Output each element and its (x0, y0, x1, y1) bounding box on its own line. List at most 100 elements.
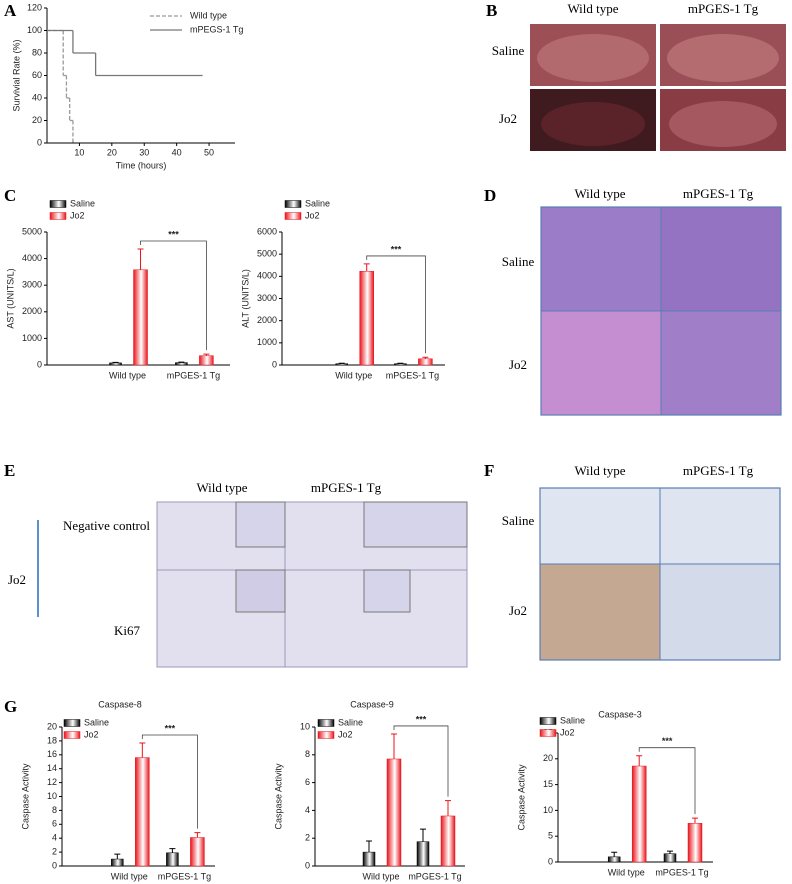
y-tick-label: 10 (300, 721, 310, 731)
y-tick-label: 5000 (22, 226, 42, 236)
error-bar (137, 248, 144, 270)
error-bar (391, 733, 397, 759)
y-tick-label: 0 (548, 856, 553, 866)
legend-label: Saline (560, 715, 585, 725)
x-tick-label: Wild type (608, 867, 645, 877)
error-bar (194, 832, 201, 838)
x-axis-label: Time (hours) (116, 160, 167, 170)
micrograph (541, 207, 661, 311)
bar (111, 858, 124, 867)
y-axis-label: Caspase Activity (20, 763, 30, 830)
bar (394, 363, 407, 366)
error-bar (636, 755, 643, 767)
legend-swatch (539, 717, 557, 725)
micrograph (661, 311, 781, 415)
y-tick-label: 10 (543, 805, 553, 815)
significance-bracket (366, 255, 426, 354)
y-tick-label: 2000 (22, 306, 42, 316)
y-tick-label: 4 (305, 805, 310, 815)
x-tick-label: Wild type (111, 871, 148, 881)
panel-label: B (486, 1, 497, 20)
group-label: Jo2 (8, 572, 26, 587)
tunel-staining: Wild type mPGES-1 Tg Saline Jo2 (502, 463, 781, 661)
error-bar (667, 850, 673, 854)
significance-label: *** (391, 244, 402, 254)
x-tick-label: Wild type (109, 370, 146, 380)
column-label: mPGES-1 Tg (683, 463, 754, 478)
legend-swatch (317, 731, 335, 739)
micrograph (661, 207, 781, 311)
he-staining: Wild type mPGES-1 Tg Saline Jo2 (502, 186, 782, 416)
y-tick-label: 80 (32, 47, 42, 57)
micrograph (660, 564, 780, 660)
legend-swatch (284, 212, 302, 220)
error-bar (112, 361, 119, 363)
column-label: mPGES-1 Tg (688, 1, 759, 16)
bar (386, 758, 402, 867)
panel-label: F (484, 461, 494, 480)
bar (135, 757, 150, 867)
y-tick-label: 4000 (257, 271, 277, 281)
y-tick-label: 100 (27, 25, 42, 35)
y-tick-label: 12 (47, 777, 57, 787)
inset (363, 501, 468, 548)
column-label: Wild type (196, 480, 247, 495)
y-tick-label: 0 (52, 860, 57, 870)
legend-swatch (63, 731, 81, 739)
column-label: mPGES-1 Tg (683, 186, 754, 201)
error-bar (169, 848, 176, 853)
x-tick-label: 50 (204, 147, 214, 157)
y-axis-label: Caspase Activity (516, 764, 526, 831)
y-tick-label: 2 (305, 833, 310, 843)
panel-label: A (4, 1, 17, 20)
legend-label: Saline (70, 198, 95, 208)
y-axis-label: AST (UNITS/L) (5, 268, 15, 328)
row-label: Jo2 (509, 357, 527, 372)
x-tick-label: 30 (139, 147, 149, 157)
legend-label: Jo2 (338, 729, 353, 739)
error-bar (445, 800, 451, 816)
error-bar (363, 263, 370, 272)
x-tick-label: mPGES-1 Tg (167, 370, 220, 380)
y-tick-label: 6000 (257, 226, 277, 236)
photo-detail (537, 34, 649, 82)
y-axis-label: ALT (UNITS/L) (240, 269, 250, 328)
liver-photos: Wild type mPGES-1 Tg Saline Jo2 (492, 1, 786, 151)
y-tick-label: 0 (37, 359, 42, 369)
micrograph (540, 488, 660, 564)
error-bar (422, 356, 429, 359)
y-tick-label: 5000 (257, 249, 277, 259)
ki67-staining: Wild type mPGES-1 Tg Jo2 Negative contro… (8, 480, 468, 668)
bar (440, 815, 456, 867)
significance-bracket (140, 240, 207, 351)
bar (166, 852, 179, 867)
y-tick-label: 3000 (257, 293, 277, 303)
row-label: Saline (502, 254, 535, 269)
column-label: Wild type (574, 186, 625, 201)
bar (335, 363, 348, 366)
legend-label: Saline (84, 717, 109, 727)
legend-label: Jo2 (70, 210, 85, 220)
legend-label: mPEGS-1 Tg (190, 24, 243, 34)
bar (663, 853, 677, 863)
panel-label: C (4, 186, 16, 205)
chart-title: Caspase-8 (98, 699, 142, 709)
y-tick-label: 6 (305, 777, 310, 787)
x-tick-label: mPGES-1 Tg (655, 867, 708, 877)
photo-detail (667, 34, 779, 82)
y-tick-label: 1000 (22, 333, 42, 343)
error-bar (139, 742, 146, 758)
bar (362, 851, 376, 867)
bar (133, 269, 148, 366)
legend-swatch (49, 212, 67, 220)
y-tick-label: 0 (272, 359, 277, 369)
y-tick-label: 0 (37, 137, 42, 147)
y-tick-label: 6 (52, 819, 57, 829)
y-tick-label: 18 (47, 735, 57, 745)
error-bar (420, 828, 426, 842)
y-tick-label: 10 (47, 791, 57, 801)
bar (190, 837, 205, 867)
row-label: Saline (502, 513, 535, 528)
y-axis-label: Caspase Activity (273, 763, 283, 830)
significance-label: *** (416, 714, 427, 724)
